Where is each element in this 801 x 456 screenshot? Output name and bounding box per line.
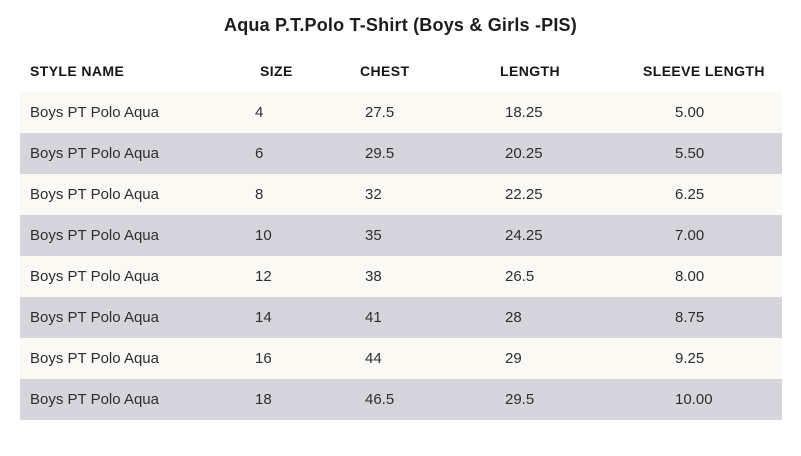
cell-length: 26.5 xyxy=(490,256,635,297)
cell-size: 12 xyxy=(245,256,350,297)
cell-style-name: Boys PT Polo Aqua xyxy=(20,297,245,338)
page-title: Aqua P.T.Polo T-Shirt (Boys & Girls -PIS… xyxy=(224,15,577,35)
table-row: Boys PT Polo Aqua 4 27.5 18.25 5.00 xyxy=(20,92,782,133)
cell-size: 10 xyxy=(245,215,350,256)
cell-sleeve-length: 8.75 xyxy=(635,297,782,338)
table-row: Boys PT Polo Aqua 6 29.5 20.25 5.50 xyxy=(20,133,782,174)
cell-size: 18 xyxy=(245,379,350,420)
cell-length: 29.5 xyxy=(490,379,635,420)
cell-style-name: Boys PT Polo Aqua xyxy=(20,379,245,420)
cell-sleeve-length: 5.50 xyxy=(635,133,782,174)
table-row: Boys PT Polo Aqua 14 41 28 8.75 xyxy=(20,297,782,338)
cell-length: 24.25 xyxy=(490,215,635,256)
table-row: Boys PT Polo Aqua 18 46.5 29.5 10.00 xyxy=(20,379,782,420)
column-header-sleeve-length: SLEEVE LENGTH xyxy=(635,50,782,92)
cell-chest: 35 xyxy=(350,215,490,256)
cell-style-name: Boys PT Polo Aqua xyxy=(20,174,245,215)
column-header-length: LENGTH xyxy=(490,50,635,92)
cell-style-name: Boys PT Polo Aqua xyxy=(20,215,245,256)
cell-chest: 29.5 xyxy=(350,133,490,174)
cell-length: 20.25 xyxy=(490,133,635,174)
cell-size: 4 xyxy=(245,92,350,133)
cell-chest: 38 xyxy=(350,256,490,297)
cell-length: 22.25 xyxy=(490,174,635,215)
table-row: Boys PT Polo Aqua 16 44 29 9.25 xyxy=(20,338,782,379)
header-row: STYLE NAME SIZE CHEST LENGTH SLEEVE LENG… xyxy=(20,50,782,92)
cell-sleeve-length: 5.00 xyxy=(635,92,782,133)
cell-sleeve-length: 10.00 xyxy=(635,379,782,420)
cell-chest: 44 xyxy=(350,338,490,379)
column-header-size: SIZE xyxy=(245,50,350,92)
cell-sleeve-length: 6.25 xyxy=(635,174,782,215)
cell-sleeve-length: 8.00 xyxy=(635,256,782,297)
cell-size: 16 xyxy=(245,338,350,379)
column-header-chest: CHEST xyxy=(350,50,490,92)
cell-sleeve-length: 9.25 xyxy=(635,338,782,379)
cell-length: 18.25 xyxy=(490,92,635,133)
cell-chest: 32 xyxy=(350,174,490,215)
cell-chest: 41 xyxy=(350,297,490,338)
cell-sleeve-length: 7.00 xyxy=(635,215,782,256)
cell-size: 8 xyxy=(245,174,350,215)
cell-style-name: Boys PT Polo Aqua xyxy=(20,133,245,174)
cell-style-name: Boys PT Polo Aqua xyxy=(20,92,245,133)
cell-chest: 46.5 xyxy=(350,379,490,420)
table-header: STYLE NAME SIZE CHEST LENGTH SLEEVE LENG… xyxy=(20,50,782,92)
cell-chest: 27.5 xyxy=(350,92,490,133)
cell-style-name: Boys PT Polo Aqua xyxy=(20,256,245,297)
table-row: Boys PT Polo Aqua 12 38 26.5 8.00 xyxy=(20,256,782,297)
table-row: Boys PT Polo Aqua 8 32 22.25 6.25 xyxy=(20,174,782,215)
cell-size: 14 xyxy=(245,297,350,338)
cell-size: 6 xyxy=(245,133,350,174)
cell-length: 29 xyxy=(490,338,635,379)
column-header-style-name: STYLE NAME xyxy=(20,50,245,92)
table-body: Boys PT Polo Aqua 4 27.5 18.25 5.00 Boys… xyxy=(20,92,782,420)
table-row: Boys PT Polo Aqua 10 35 24.25 7.00 xyxy=(20,215,782,256)
cell-style-name: Boys PT Polo Aqua xyxy=(20,338,245,379)
size-chart-table: STYLE NAME SIZE CHEST LENGTH SLEEVE LENG… xyxy=(20,50,782,420)
cell-length: 28 xyxy=(490,297,635,338)
size-chart-page: Aqua P.T.Polo T-Shirt (Boys & Girls -PIS… xyxy=(0,13,801,420)
